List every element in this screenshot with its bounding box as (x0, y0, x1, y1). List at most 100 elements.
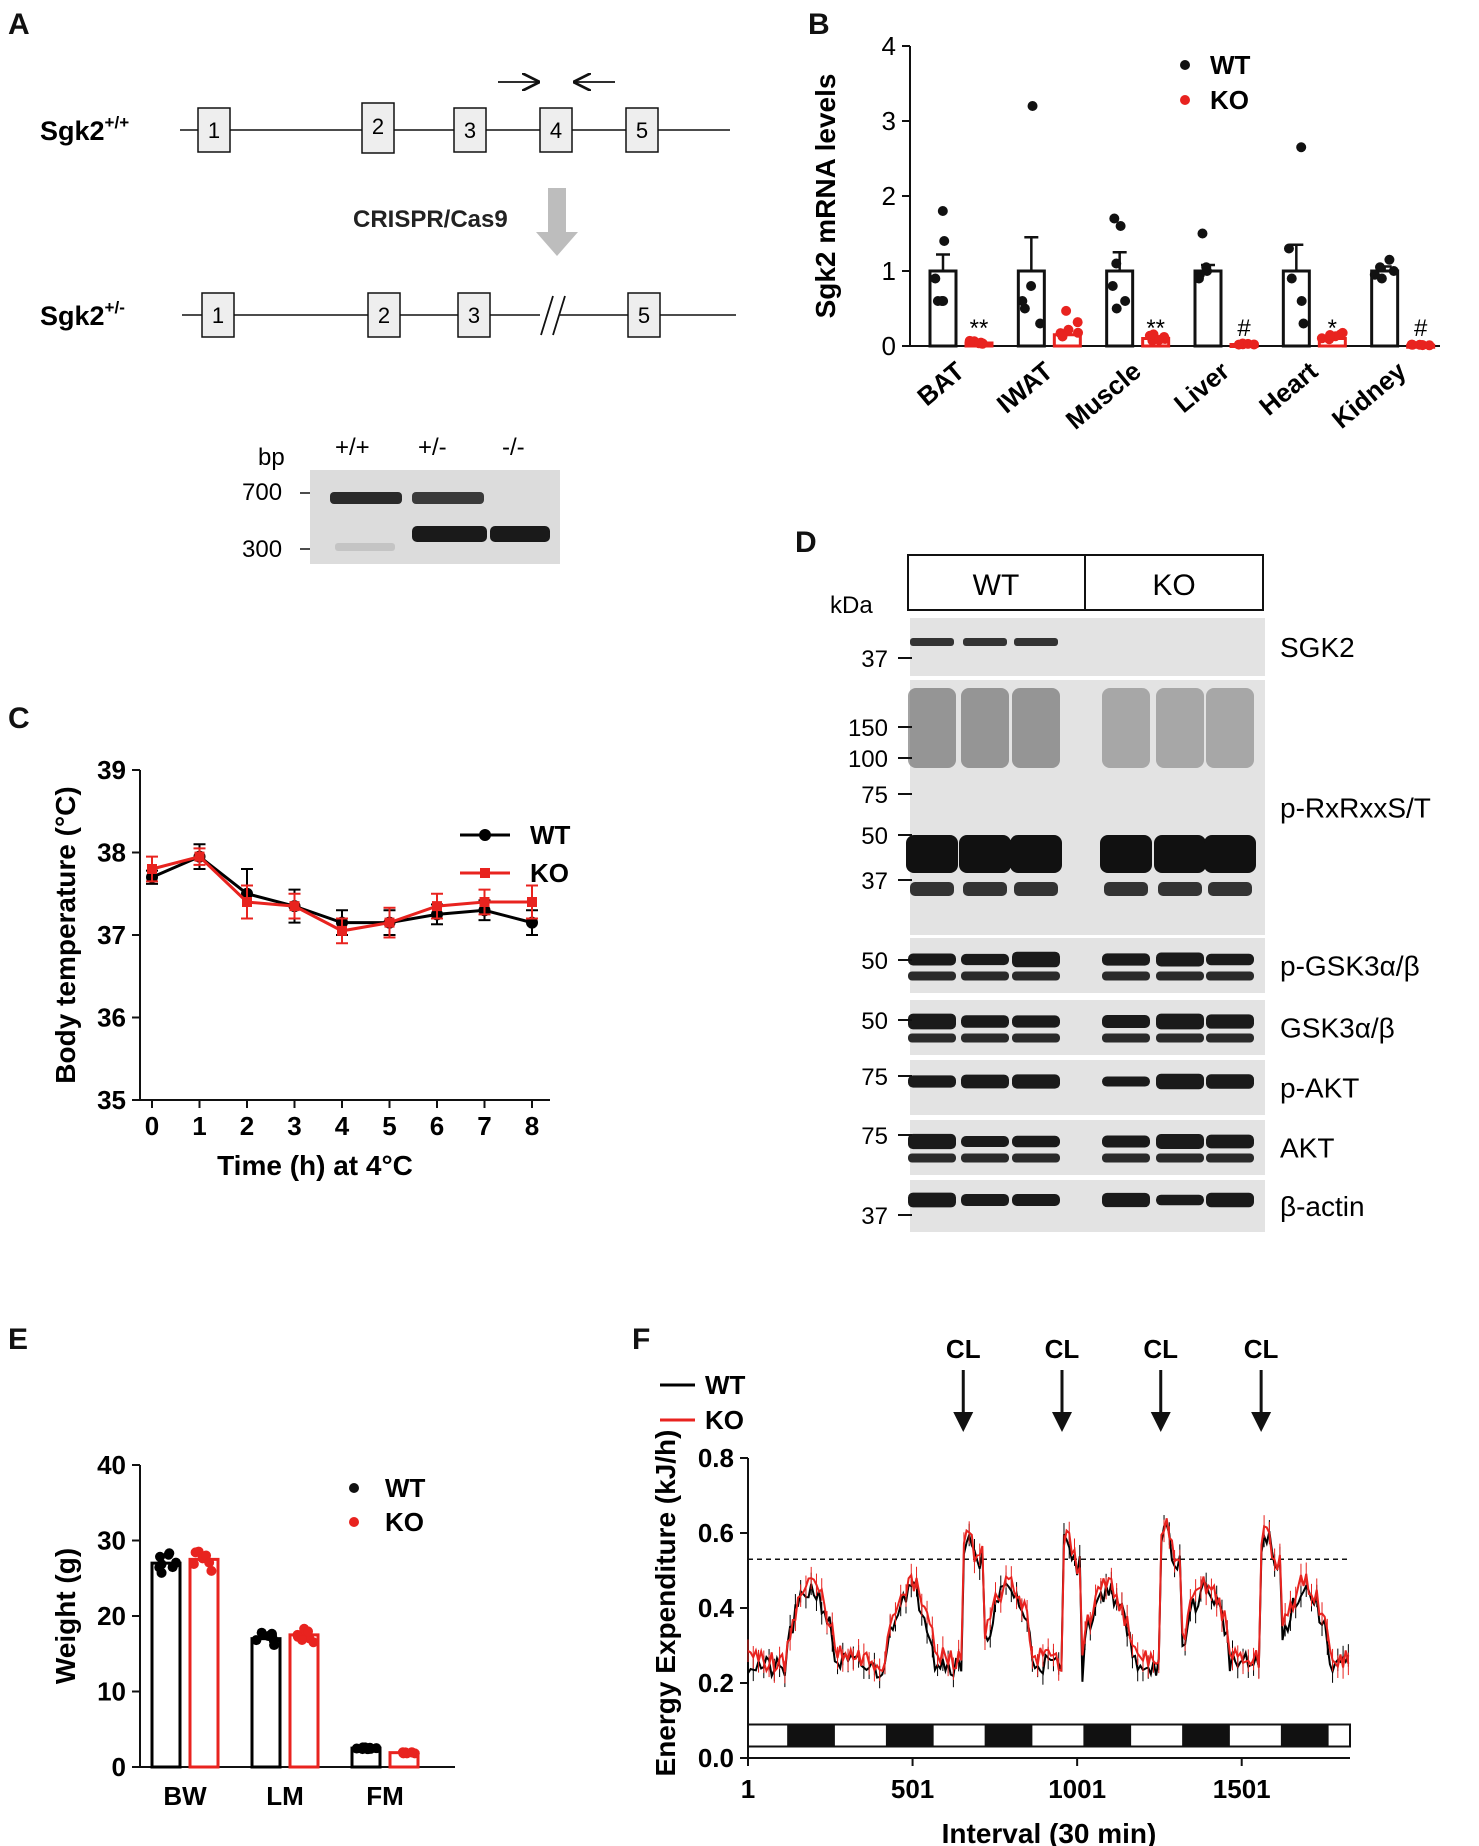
band (1156, 1013, 1204, 1030)
band-smear (961, 688, 1009, 768)
data-point-wt (1298, 318, 1309, 329)
blot-p-gsk3---: p-GSK3α/β 50 (861, 938, 1420, 993)
data-point-wt (1201, 262, 1212, 273)
y-tick-label: 40 (97, 1450, 126, 1480)
band (1014, 882, 1058, 896)
band (1102, 1153, 1150, 1163)
x-tick-label: 2 (240, 1111, 254, 1141)
y-tick-label: 3 (882, 106, 896, 136)
exon-box-wt-5: 5 (625, 107, 659, 153)
x-tick-label: 0 (145, 1111, 159, 1141)
data-point-wt (937, 206, 948, 216)
x-tick-label: 7 (477, 1111, 491, 1141)
band (1206, 971, 1254, 981)
series-line-ko (747, 1518, 1350, 1675)
y-axis-label: Sgk2 mRNA levels (810, 74, 841, 319)
blot-membrane (910, 938, 1265, 993)
cl-arrow-head-icon (953, 1412, 974, 1432)
gel-lane-ko: -/- (502, 434, 525, 461)
x-tick-label: IWAT (991, 356, 1059, 420)
data-point-ko (289, 901, 300, 912)
y-tick-label: 30 (97, 1526, 126, 1556)
legend-wt-marker (349, 1483, 359, 1493)
data-point-wt (1019, 303, 1030, 314)
x-tick-label: FM (366, 1781, 404, 1811)
band (961, 1015, 1009, 1028)
legend-ko-label: KO (530, 858, 569, 888)
legend-wt-marker (1180, 60, 1190, 70)
blot-label: SGK2 (1280, 632, 1355, 663)
band (1206, 1134, 1254, 1149)
data-point (303, 1626, 314, 1637)
band (961, 1153, 1009, 1163)
band (961, 1074, 1009, 1089)
band (963, 638, 1007, 646)
band (1012, 951, 1060, 968)
data-point-ko (1154, 334, 1165, 345)
significance-mark: * (1328, 315, 1337, 342)
svg-text:3: 3 (468, 303, 480, 328)
data-point-wt (1111, 303, 1122, 314)
band (908, 1192, 956, 1208)
y-tick-label: 35 (97, 1085, 126, 1115)
band (961, 1136, 1009, 1147)
het-allele-label: Sgk2+/- (40, 298, 125, 331)
data-point-ko (1249, 339, 1260, 350)
exon-box-wt-4: 4 (539, 107, 573, 153)
data-point-ko (242, 897, 252, 907)
light-dark-bar (747, 1723, 1351, 1748)
data-point-ko (1424, 340, 1435, 351)
dark-period (787, 1724, 835, 1747)
blot-label: AKT (1280, 1133, 1334, 1164)
x-tick-label: 1 (741, 1774, 755, 1804)
blot-akt: AKT 75 (861, 1120, 1334, 1175)
blot---actin: β-actin 37 (861, 1180, 1365, 1232)
data-point-wt (1026, 281, 1037, 291)
panel-d-western-blots: WT KO kDa SGK237p-RxRxxS/T150100755037p-… (830, 554, 1431, 1232)
dark-period (984, 1724, 1033, 1747)
exon-box-het-5: 5 (627, 292, 661, 338)
band (961, 953, 1009, 966)
band (1206, 1192, 1254, 1208)
significance-mark: # (1414, 315, 1428, 342)
band (1156, 1153, 1204, 1163)
data-point-wt (930, 273, 941, 284)
band (1156, 1133, 1204, 1150)
band (1100, 835, 1152, 873)
band (1012, 1074, 1060, 1089)
x-tick-label: 4 (335, 1111, 350, 1141)
band (1206, 953, 1254, 966)
cl-arrow-head-icon (1052, 1412, 1073, 1432)
band (1012, 1135, 1060, 1148)
data-point (397, 1747, 408, 1758)
data-point-wt (1388, 266, 1399, 276)
data-point (156, 1559, 167, 1570)
band (1206, 1074, 1254, 1089)
y-axis-label: Energy Expenditure (kJ/h) (650, 1430, 681, 1777)
panel-e-weight-chart: 0 10 20 30 40 Weight (g) BW LM FM WT KO (50, 1450, 455, 1811)
data-point-wt (526, 916, 538, 929)
legend-ko-label: KO (385, 1507, 424, 1537)
band-smear (1012, 688, 1060, 768)
kda-marker: 50 (861, 823, 888, 850)
wt-allele-label: Sgk2+/+ (40, 113, 129, 146)
band (1156, 1073, 1204, 1090)
bar-wt-lm (250, 1637, 282, 1769)
data-point (188, 1558, 199, 1569)
data-point-ko (147, 864, 157, 874)
band-smear (908, 688, 956, 768)
cl-arrow-label: CL (946, 1334, 981, 1364)
band (1206, 1033, 1254, 1043)
svg-text:5: 5 (638, 303, 650, 328)
data-point (204, 1557, 215, 1568)
crispr-label: CRISPR/Cas9 (353, 206, 508, 233)
data-point (308, 1637, 319, 1648)
band (908, 1033, 956, 1043)
band (1206, 1014, 1254, 1029)
panel-label-a: A (8, 8, 30, 41)
data-point (256, 1627, 267, 1638)
data-point-wt (1197, 228, 1208, 239)
data-point-ko (1073, 327, 1084, 338)
panel-label-f: F (632, 1323, 651, 1356)
band (963, 882, 1007, 896)
